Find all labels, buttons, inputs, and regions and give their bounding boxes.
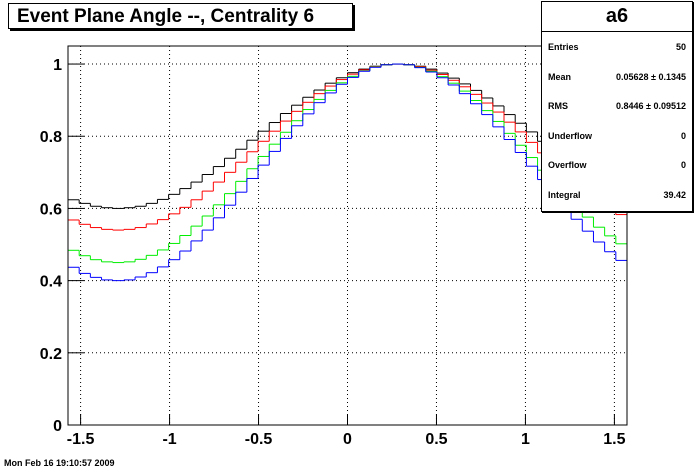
stats-row: Entries 50 [548,42,686,56]
stats-row: Integral 39.42 [548,190,686,204]
stats-label: Integral [548,190,581,200]
x-tick-label: -1.5 [67,431,95,448]
y-tick-label: 0.2 [40,346,62,363]
x-tick-label: -1 [162,431,176,448]
stats-row: RMS 0.8446 ± 0.09512 [548,101,686,115]
stats-label: Mean [548,71,572,82]
stats-value: 50 [675,42,686,52]
stats-row: Mean 0.05628 ± 0.1345 [548,72,686,86]
stats-value: 0 [680,160,686,171]
plot-frame [68,46,627,425]
stats-value: 0.8446 ± 0.09512 [615,101,686,112]
x-tick-label: 1.5 [603,431,625,448]
stats-label: Underflow [548,130,592,141]
stats-title: a6 [542,2,692,32]
stats-value: 39.42 [663,190,686,200]
stats-label: Entries [548,42,579,52]
chart-title: Event Plane Angle --, Centrality 6 [8,3,353,29]
x-tick-label: 0.5 [425,431,447,448]
stats-box: a6 Entries 50 Mean 0.05628 ± 0.1345 RMS 0.844… [541,1,693,212]
y-tick-label: 1 [53,57,62,74]
stats-label: Overflow [548,160,587,171]
stats-label: RMS [548,101,568,112]
y-tick-label: 0.4 [40,274,62,291]
x-tick-label: 1 [521,431,530,448]
stats-row: Overflow 0 [548,160,686,174]
x-tick-label: 0 [343,431,352,448]
plot-border [67,45,628,426]
x-tick-label: -0.5 [245,431,273,448]
stats-value: 0 [680,130,686,141]
y-tick-label: 0.8 [40,129,62,146]
y-tick-label: 0 [53,418,62,435]
y-tick-label: 0.6 [40,201,62,218]
timestamp: Mon Feb 16 19:10:57 2009 [4,458,115,468]
stats-row: Underflow 0 [548,131,686,145]
stats-value: 0.05628 ± 0.1345 [615,71,686,82]
